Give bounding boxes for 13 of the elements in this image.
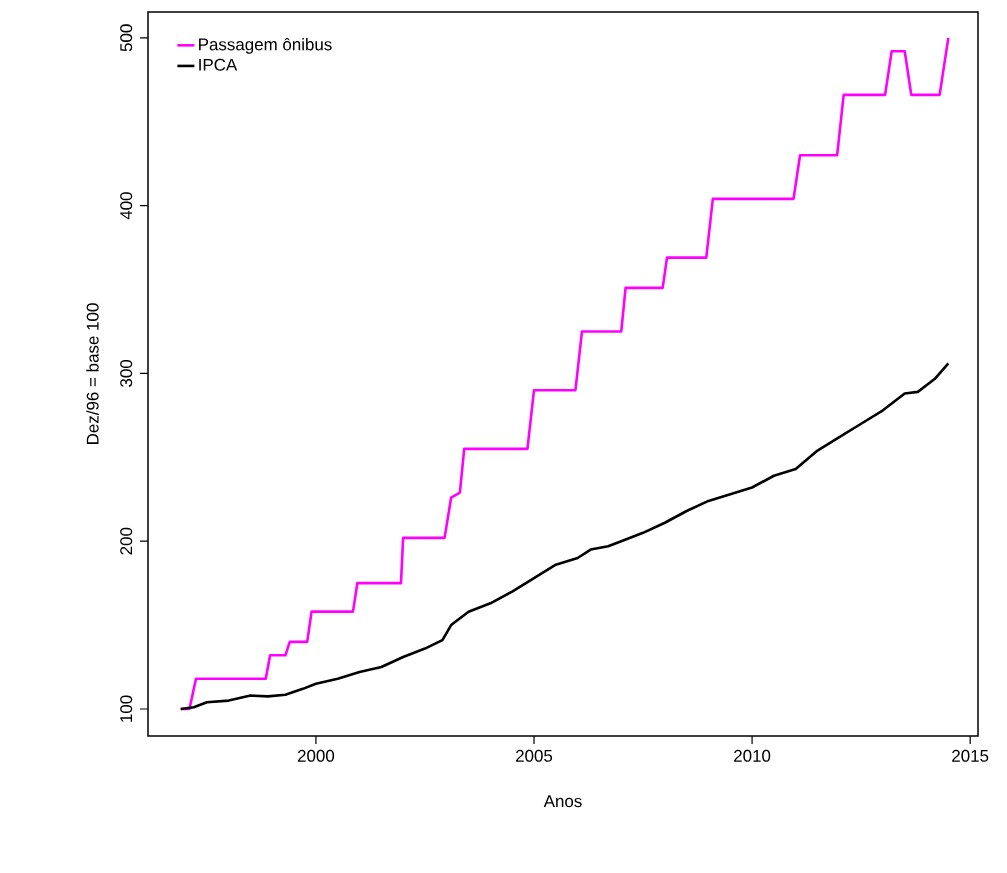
y-tick-label: 500 (120, 24, 133, 52)
x-tick-label: 2000 (297, 749, 335, 762)
y-tick-label: 200 (120, 527, 133, 555)
x-axis-title: Anos (543, 795, 582, 808)
y-tick-label: 300 (120, 359, 133, 387)
x-tick-label: 2010 (734, 749, 771, 762)
y-axis-title: Dez/96 = base 100 (86, 303, 99, 444)
y-tick-label: 400 (120, 192, 133, 220)
x-tick-label: 2005 (516, 749, 553, 762)
legend-label: Passagem ônibus (199, 37, 332, 54)
y-tick-label: 100 (120, 695, 133, 722)
x-tick-label: 2015 (952, 749, 989, 762)
legend-label: IPCA (199, 58, 238, 71)
